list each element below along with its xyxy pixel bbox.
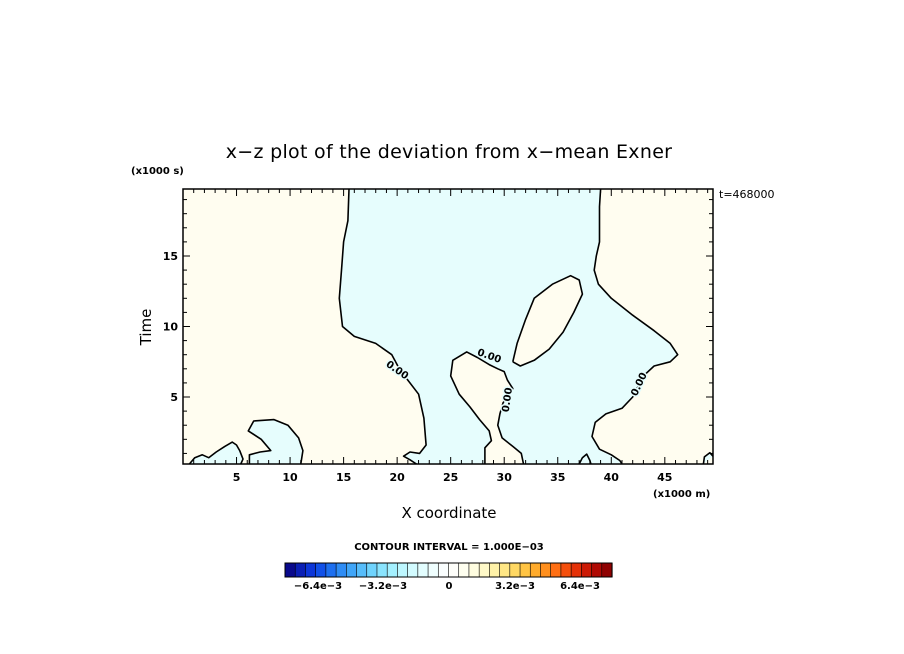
colorbar (284, 562, 613, 578)
time-annotation: t=468000 (719, 188, 775, 201)
colorbar-swatch (325, 562, 337, 578)
colorbar-swatch (366, 562, 378, 578)
colorbar-swatch (305, 562, 317, 578)
colorbar-swatch (519, 562, 531, 578)
y-tick-label: 10 (163, 321, 179, 334)
negative-region-right-corner (703, 452, 713, 464)
x-tick-label: 30 (497, 471, 513, 484)
contour-interval-label: CONTOUR INTERVAL = 1.000E−03 (354, 542, 544, 553)
contour-line-central-region-right (591, 188, 679, 465)
y-tick-label: 15 (163, 250, 178, 263)
colorbar-swatch (499, 562, 511, 578)
x-unit-label: (x1000 m) (653, 489, 710, 500)
negative-region-left-bump (248, 419, 303, 464)
colorbar-frame (284, 562, 613, 578)
y-unit-label: (x1000 s) (131, 166, 184, 177)
tick-labels: 5 10 15 20 25 30 35 40 45 5 10 15 (163, 250, 673, 484)
x-tick-label: 40 (604, 471, 620, 484)
colorbar-swatch (601, 562, 613, 578)
x-tick-label: 25 (443, 471, 458, 484)
colorbar-swatch (294, 562, 307, 578)
colorbar-label: −6.4e−3 (294, 581, 342, 592)
negative-region-left-corner (189, 442, 243, 464)
colorbar-swatch (489, 562, 501, 578)
colorbar-swatch (581, 562, 593, 578)
x-tick-label: 5 (233, 471, 241, 484)
x-tick-label: 20 (389, 471, 405, 484)
colorbar-swatch (448, 562, 460, 578)
zero-contours (188, 188, 714, 465)
colorbar-swatch (570, 562, 582, 578)
colorbar-swatch (407, 562, 419, 578)
colorbar-label: 3.2e−3 (495, 581, 535, 592)
axis-ticks (183, 189, 713, 464)
contour-line-right-corner (702, 451, 714, 465)
colorbar-swatch (386, 562, 399, 578)
colorbar-swatch (529, 562, 542, 578)
contour-line-left-bump (247, 418, 304, 465)
positive-lobe-upper (512, 275, 583, 366)
colorbar-label: 6.4e−3 (560, 581, 600, 592)
contour-line-upper-lobe (512, 274, 584, 367)
y-tick-label: 5 (170, 391, 178, 404)
colorbar-swatch (427, 562, 439, 578)
colorbar-swatch (335, 562, 347, 578)
colorbar-swatch (417, 562, 429, 578)
colorbar-swatch (458, 562, 470, 578)
colorbar-swatch (550, 562, 562, 578)
colorbar-swatch (560, 562, 572, 578)
contour-line-central-region (338, 188, 427, 465)
colorbar-swatch (509, 562, 521, 578)
x-axis-label: X coordinate (401, 504, 496, 522)
y-axis-label: Time (137, 309, 155, 347)
colorbar-labels: −6.4e−3 −3.2e−3 0 3.2e−3 6.4e−3 (294, 581, 600, 592)
colorbar-label: −3.2e−3 (359, 581, 407, 592)
colorbar-swatch (478, 562, 490, 578)
colorbar-swatch (591, 562, 603, 578)
colorbar-swatch (284, 562, 296, 578)
colorbar-swatch (315, 562, 327, 578)
colorbar-swatch (376, 562, 388, 578)
colorbar-swatch (346, 562, 358, 578)
colorbar-swatch (540, 562, 552, 578)
colorbar-swatch (397, 562, 409, 578)
colorbar-swatch (437, 562, 450, 578)
x-tick-label: 45 (657, 471, 672, 484)
colorbar-swatch (356, 562, 368, 578)
colorbar-swatch (468, 562, 480, 578)
x-tick-label: 35 (550, 471, 565, 484)
x-tick-label: 15 (336, 471, 351, 484)
positive-lobe-inner (450, 351, 524, 464)
plot-area (183, 189, 713, 464)
chart-title: x−z plot of the deviation from x−mean Ex… (226, 141, 673, 163)
colorbar-label: 0 (446, 581, 453, 592)
contour-line-inner-lobe (449, 351, 525, 465)
negative-region-mid-bottom (579, 454, 591, 464)
negative-region-central (339, 189, 678, 464)
x-tick-label: 10 (282, 471, 298, 484)
contour-value-label: 0.00 (501, 387, 515, 413)
contour-line-left-corner (188, 441, 244, 465)
